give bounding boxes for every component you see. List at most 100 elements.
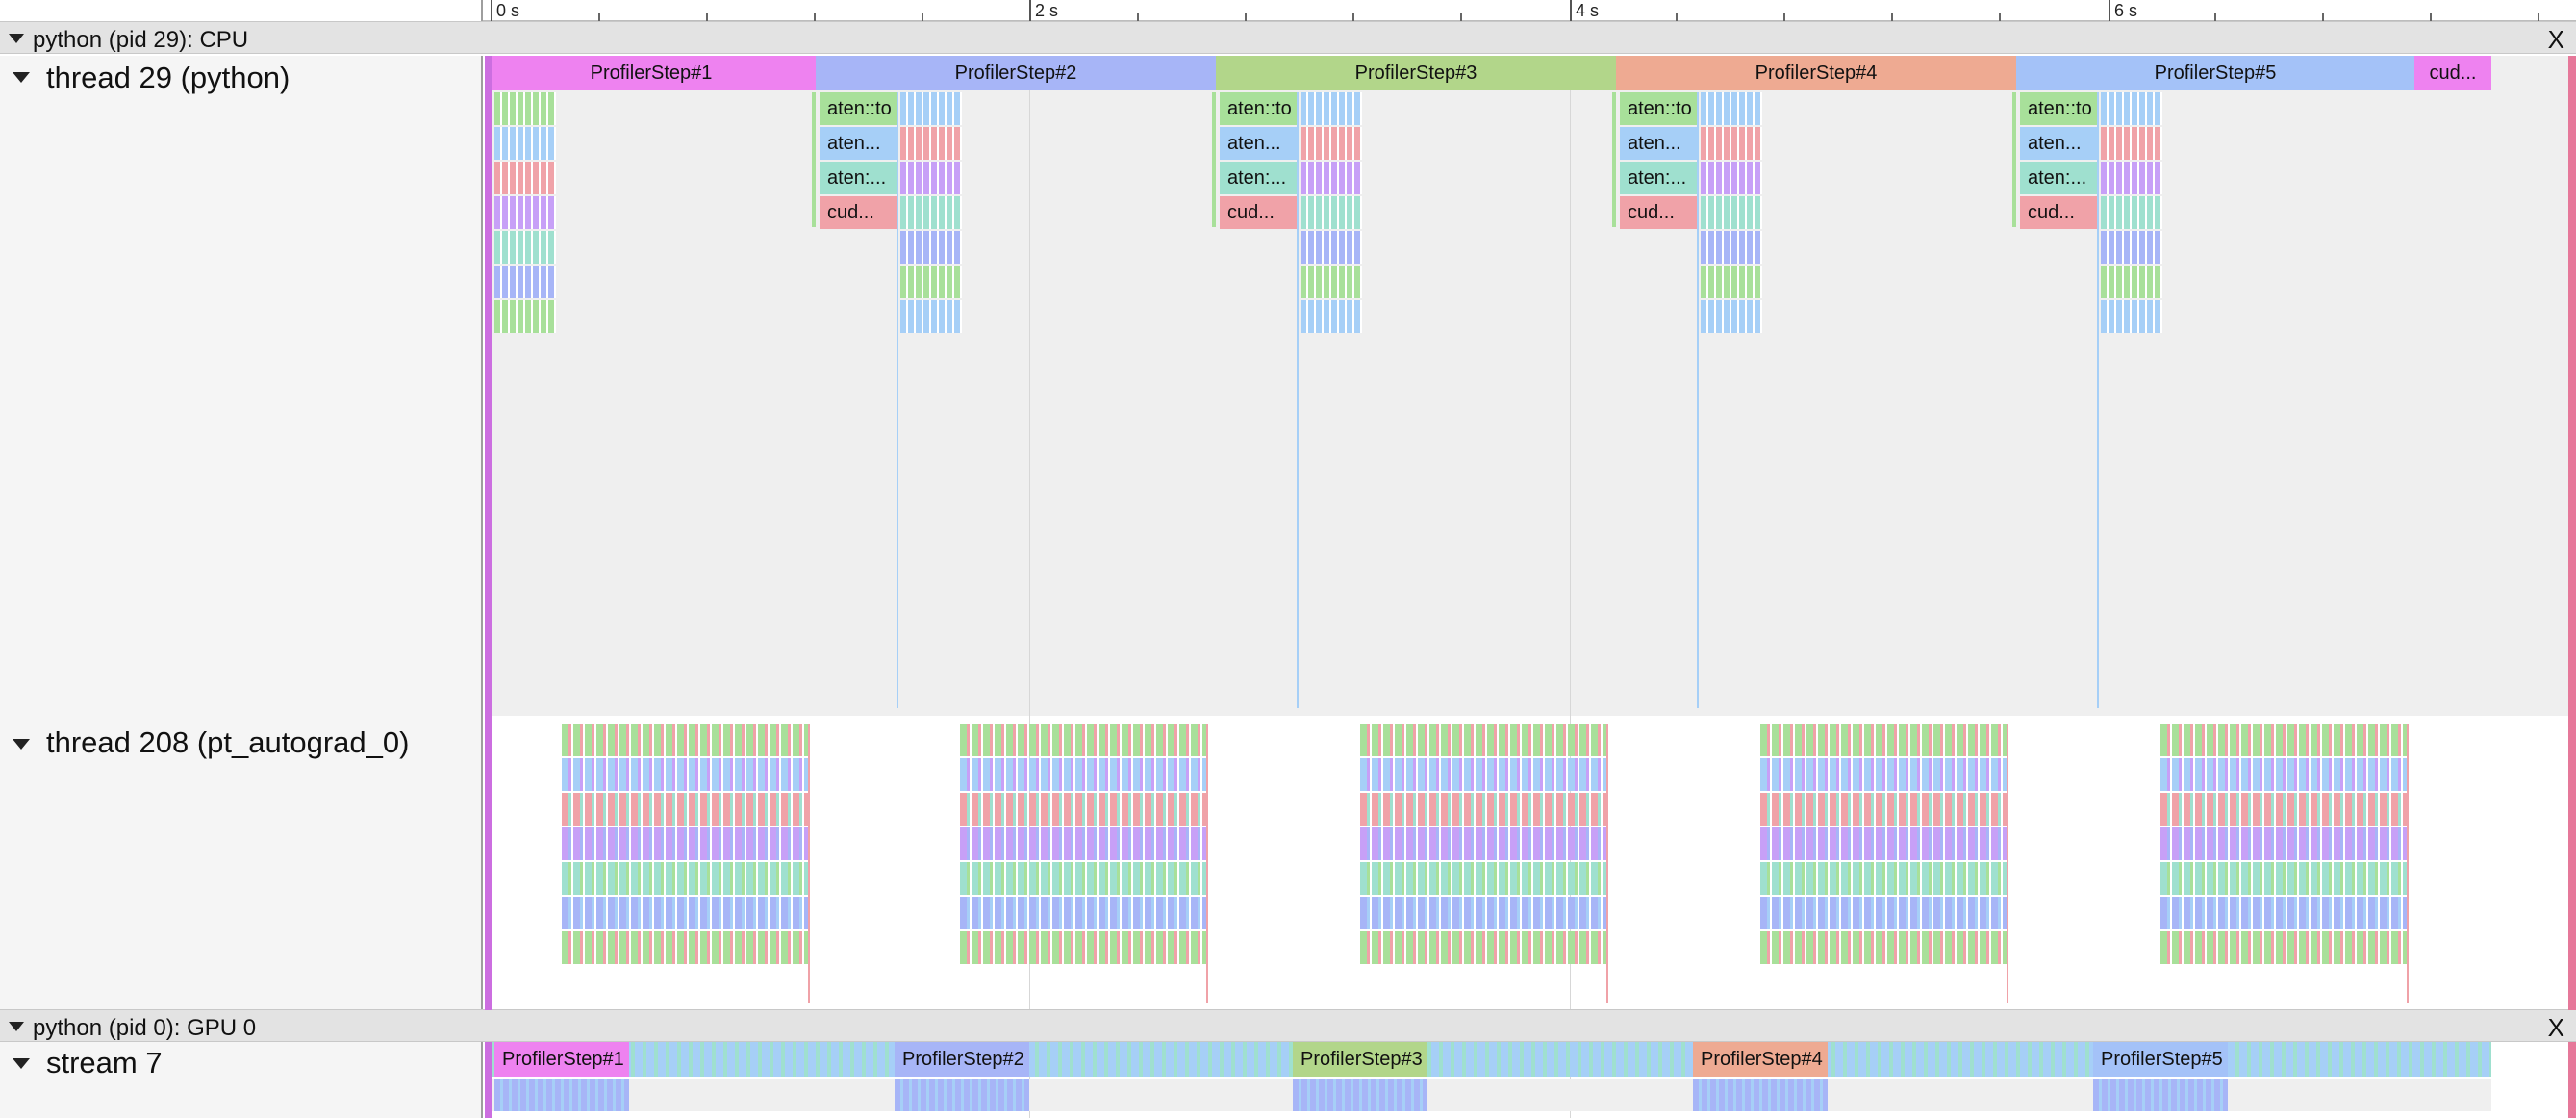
op-slice-stripes[interactable] bbox=[900, 266, 962, 298]
op-slice-stripes[interactable] bbox=[1301, 300, 1362, 333]
op-slice-stripes[interactable] bbox=[1301, 266, 1362, 298]
op-slice-stripes[interactable] bbox=[1701, 127, 1762, 160]
process-header-gpu[interactable]: python (pid 0): GPU 0 X bbox=[0, 1009, 2576, 1042]
autograd-op-stripes[interactable] bbox=[1760, 897, 2008, 929]
time-ruler[interactable] bbox=[0, 0, 2576, 21]
op-slice-stripes[interactable] bbox=[1701, 162, 1762, 194]
autograd-op-stripes[interactable] bbox=[960, 724, 1208, 756]
op-slice-stripes[interactable] bbox=[900, 196, 962, 229]
autograd-op-stripes[interactable] bbox=[960, 758, 1208, 791]
stream-profiler-step[interactable]: ProfilerStep#5 bbox=[2093, 1042, 2228, 1077]
op-slice-stripes[interactable] bbox=[2101, 266, 2162, 298]
autograd-op-stripes[interactable] bbox=[1760, 724, 2008, 756]
thread-title-autograd[interactable]: thread 208 (pt_autograd_0) bbox=[46, 725, 410, 759]
op-slice-stripes[interactable] bbox=[494, 231, 556, 264]
autograd-op-stripes[interactable] bbox=[1760, 931, 2008, 964]
autograd-op-stripes[interactable] bbox=[562, 793, 810, 826]
op-slice-stripes[interactable] bbox=[2101, 300, 2162, 333]
aten-op-slice[interactable]: aten:... bbox=[2020, 162, 2099, 194]
autograd-op-stripes[interactable] bbox=[1760, 758, 2008, 791]
aten-op-slice[interactable]: aten:... bbox=[1220, 162, 1299, 194]
op-slice-stripes[interactable] bbox=[900, 300, 962, 333]
autograd-op-stripes[interactable] bbox=[562, 897, 810, 929]
stream-profiler-step[interactable]: ProfilerStep#1 bbox=[494, 1042, 629, 1077]
stream-kernel-stripes[interactable] bbox=[494, 1079, 629, 1111]
aten-op-slice[interactable]: cud... bbox=[1620, 196, 1699, 229]
autograd-op-stripes[interactable] bbox=[1360, 931, 1608, 964]
op-slice-stripes[interactable] bbox=[494, 127, 556, 160]
stream-profiler-step[interactable]: ProfilerStep#2 bbox=[895, 1042, 1029, 1077]
autograd-op-stripes[interactable] bbox=[1760, 793, 2008, 826]
collapse-triangle-icon[interactable] bbox=[13, 72, 30, 83]
stream-profiler-step[interactable]: ProfilerStep#4 bbox=[1693, 1042, 1828, 1077]
autograd-op-stripes[interactable] bbox=[1360, 724, 1608, 756]
op-slice-stripes[interactable] bbox=[494, 300, 556, 333]
thread-title-python[interactable]: thread 29 (python) bbox=[46, 61, 290, 94]
op-slice-stripes[interactable] bbox=[900, 231, 962, 264]
op-slice-stripes[interactable] bbox=[494, 92, 556, 125]
aten-op-slice[interactable]: aten:... bbox=[820, 162, 898, 194]
python-thread-track[interactable]: ProfilerStep#1 ProfilerStep#2 ProfilerStep… bbox=[485, 56, 2576, 716]
autograd-thread-track[interactable] bbox=[485, 716, 2576, 1010]
op-slice-stripes[interactable] bbox=[2101, 196, 2162, 229]
profiler-step-slice[interactable]: ProfilerStep#5 bbox=[2016, 56, 2414, 90]
collapse-triangle-icon[interactable] bbox=[13, 739, 30, 750]
collapse-triangle-icon[interactable] bbox=[13, 1058, 30, 1069]
aten-op-slice[interactable]: aten:... bbox=[1620, 162, 1699, 194]
op-slice-stripes[interactable] bbox=[900, 92, 962, 125]
aten-op-slice[interactable]: aten... bbox=[1220, 127, 1299, 160]
profiler-step-slice[interactable]: ProfilerStep#1 bbox=[487, 56, 816, 90]
autograd-op-stripes[interactable] bbox=[2160, 897, 2409, 929]
stream-kernel-stripes[interactable] bbox=[1693, 1079, 1828, 1111]
autograd-op-stripes[interactable] bbox=[562, 827, 810, 860]
autograd-op-stripes[interactable] bbox=[1360, 862, 1608, 895]
autograd-op-stripes[interactable] bbox=[1360, 827, 1608, 860]
autograd-op-stripes[interactable] bbox=[1360, 897, 1608, 929]
autograd-op-stripes[interactable] bbox=[2160, 931, 2409, 964]
aten-op-slice[interactable]: aten::to bbox=[1220, 92, 1299, 125]
profiler-step-slice[interactable]: ProfilerStep#3 bbox=[1216, 56, 1616, 90]
profiler-step-slice[interactable]: ProfilerStep#2 bbox=[816, 56, 1216, 90]
autograd-op-stripes[interactable] bbox=[960, 897, 1208, 929]
op-slice-stripes[interactable] bbox=[1701, 266, 1762, 298]
autograd-op-stripes[interactable] bbox=[1360, 793, 1608, 826]
op-slice-stripes[interactable] bbox=[2101, 231, 2162, 264]
thread-title-stream[interactable]: stream 7 bbox=[46, 1046, 163, 1080]
autograd-op-stripes[interactable] bbox=[960, 931, 1208, 964]
close-process-button[interactable]: X bbox=[2547, 25, 2564, 54]
autograd-op-stripes[interactable] bbox=[2160, 827, 2409, 860]
op-slice-stripes[interactable] bbox=[1701, 231, 1762, 264]
aten-op-slice[interactable]: aten::to bbox=[1620, 92, 1699, 125]
op-slice-stripes[interactable] bbox=[1301, 92, 1362, 125]
op-slice-stripes[interactable] bbox=[2101, 127, 2162, 160]
close-process-button[interactable]: X bbox=[2547, 1013, 2564, 1042]
op-slice-stripes[interactable] bbox=[1301, 162, 1362, 194]
autograd-op-stripes[interactable] bbox=[562, 862, 810, 895]
op-slice-stripes[interactable] bbox=[494, 162, 556, 194]
autograd-op-stripes[interactable] bbox=[1360, 758, 1608, 791]
autograd-op-stripes[interactable] bbox=[2160, 793, 2409, 826]
autograd-op-stripes[interactable] bbox=[960, 862, 1208, 895]
op-slice-stripes[interactable] bbox=[1701, 92, 1762, 125]
autograd-op-stripes[interactable] bbox=[960, 827, 1208, 860]
op-slice-stripes[interactable] bbox=[1301, 127, 1362, 160]
aten-op-slice[interactable]: cud... bbox=[2020, 196, 2099, 229]
autograd-op-stripes[interactable] bbox=[2160, 758, 2409, 791]
op-slice-stripes[interactable] bbox=[1301, 196, 1362, 229]
process-header-cpu[interactable]: python (pid 29): CPU X bbox=[0, 21, 2576, 54]
op-slice-stripes[interactable] bbox=[494, 196, 556, 229]
autograd-op-stripes[interactable] bbox=[1760, 862, 2008, 895]
autograd-op-stripes[interactable] bbox=[562, 931, 810, 964]
autograd-op-stripes[interactable] bbox=[1760, 827, 2008, 860]
op-slice-stripes[interactable] bbox=[2101, 162, 2162, 194]
profiler-step-slice[interactable]: ProfilerStep#4 bbox=[1616, 56, 2016, 90]
op-slice-stripes[interactable] bbox=[900, 127, 962, 160]
stream-kernel-stripes[interactable] bbox=[1293, 1079, 1427, 1111]
autograd-op-stripes[interactable] bbox=[562, 724, 810, 756]
aten-op-slice[interactable]: aten... bbox=[1620, 127, 1699, 160]
op-slice-stripes[interactable] bbox=[1301, 231, 1362, 264]
op-slice-stripes[interactable] bbox=[900, 162, 962, 194]
op-slice-stripes[interactable] bbox=[1701, 196, 1762, 229]
autograd-op-stripes[interactable] bbox=[2160, 724, 2409, 756]
autograd-op-stripes[interactable] bbox=[562, 758, 810, 791]
